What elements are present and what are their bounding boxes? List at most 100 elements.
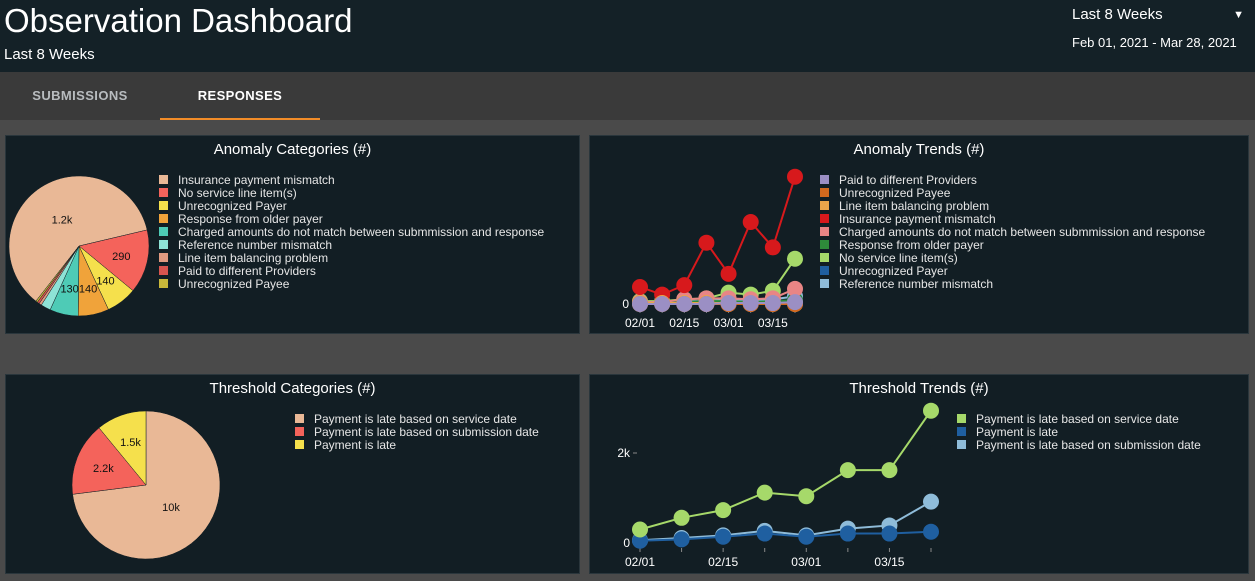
series-point (698, 296, 715, 312)
series-point (756, 525, 773, 542)
legend-swatch (820, 279, 829, 288)
series-point (676, 296, 693, 312)
legend-swatch (159, 227, 168, 236)
pie-slice-unrecognized-payee (35, 245, 80, 303)
legend-item-label: Payment is late (314, 438, 396, 452)
series-point (756, 484, 773, 501)
legend-item-label: Response from older payer (178, 212, 323, 226)
app-header: Observation Dashboard Last 8 Weeks Last … (0, 0, 1255, 72)
pie-slice-payment-is-late-based-on-submission-date (71, 427, 147, 495)
page-subtitle: Last 8 Weeks (4, 46, 95, 63)
tab-responses[interactable]: RESPONSES (160, 72, 320, 120)
legend-item-label: Response from older payer (839, 238, 984, 252)
series-point (632, 532, 648, 549)
legend-item-label: Charged amounts do not match between sub… (178, 225, 545, 239)
legend-item-label: Line item balancing problem (178, 251, 328, 265)
legend-swatch (159, 188, 168, 197)
y-tick-label: 2k (617, 446, 631, 460)
series-point (720, 295, 737, 312)
legend-item-label: Paid to different Providers (178, 264, 316, 278)
series-point (798, 488, 815, 505)
series-point (654, 296, 671, 312)
legend-item-label: Payment is late based on submission date (976, 438, 1201, 452)
pie-data-label: 140 (79, 283, 97, 295)
x-tick-label: 02/01 (625, 555, 655, 569)
y-tick-label: 0 (622, 297, 629, 311)
legend-item-label: Paid to different Providers (839, 173, 977, 187)
legend-item-label: Reference number mismatch (839, 277, 993, 291)
legend-item-label: No service line item(s) (178, 186, 297, 200)
series-point (632, 296, 648, 312)
legend-swatch (159, 201, 168, 210)
x-tick-label: 02/15 (708, 555, 738, 569)
x-tick-label: 03/15 (758, 316, 788, 330)
legend-swatch (957, 427, 966, 436)
legend-item-label: Insurance payment mismatch (839, 212, 996, 226)
series-point (787, 250, 803, 267)
x-tick-label: 02/01 (625, 316, 655, 330)
series-point (923, 523, 939, 540)
series-point (787, 280, 803, 297)
tab-bar: SUBMISSIONS RESPONSES (0, 72, 1255, 120)
x-tick-label: 03/01 (714, 316, 744, 330)
threshold-categories-panel: Threshold Categories (#) 10k 2.2k 1.5k Paym… (5, 374, 580, 574)
legend-swatch (159, 266, 168, 275)
legend-swatch (820, 175, 829, 184)
anomaly-trends-chart: 0 02/01 02/15 03/01 03/15 Paid to different P… (622, 168, 1206, 330)
tab-submissions[interactable]: SUBMISSIONS (32, 88, 128, 103)
anomaly-trends-title: Anomaly Trends (#) (853, 141, 985, 158)
legend-item-label: Unrecognized Payer (178, 199, 287, 213)
legend-swatch (159, 214, 168, 223)
threshold-trends-panel: Threshold Trends (#) 0 2k 02/01 02/15 03/01 0… (589, 374, 1249, 574)
pie-data-label: 140 (96, 275, 114, 287)
legend-item-label: Charged amounts do not match between sub… (839, 225, 1206, 239)
anomaly-categories-title: Anomaly Categories (#) (213, 141, 372, 158)
legend-swatch (159, 253, 168, 262)
threshold-trends-chart: 0 2k 02/01 02/15 03/01 03/15 Payment is late b… (617, 402, 1201, 569)
legend-swatch (820, 253, 829, 262)
legend-swatch (295, 414, 304, 423)
legend-swatch (820, 214, 829, 223)
series-point (923, 402, 939, 419)
anomaly-categories-panel: Anomaly Categories (#) 1.2k 290 140 140 130 I… (5, 135, 580, 334)
anomaly-trends-panel: Anomaly Trends (#) 0 02/01 02/15 03/01 03/15… (589, 135, 1249, 334)
legend-swatch (957, 440, 966, 449)
legend-swatch (159, 175, 168, 184)
series-point (676, 277, 693, 294)
pie-data-label: 1.5k (120, 437, 141, 449)
threshold-categories-chart: 10k 2.2k 1.5k Payment is late based on serv… (71, 410, 539, 560)
legend-swatch (820, 188, 829, 197)
date-range-text: Feb 01, 2021 - Mar 28, 2021 (1072, 35, 1237, 50)
legend-swatch (820, 201, 829, 210)
pie-data-label: 10k (162, 502, 180, 514)
series-point (673, 509, 690, 526)
legend-item-label: Unrecognized Payer (839, 264, 948, 278)
series-line-insurance-payment-mismatch (639, 176, 796, 296)
date-range-select[interactable]: Last 8 Weeks ▼ (1072, 6, 1244, 26)
legend-swatch (295, 427, 304, 436)
pie-data-label: 290 (112, 251, 130, 263)
series-point (764, 239, 781, 256)
series-point (715, 502, 732, 519)
pie-data-label: 2.2k (93, 463, 114, 475)
pie-slice-payment-is-late (98, 410, 147, 486)
series-point (742, 213, 759, 230)
page-title: Observation Dashboard (4, 2, 353, 39)
series-point (881, 462, 898, 479)
legend-swatch (159, 279, 168, 288)
threshold-trends-title: Threshold Trends (#) (849, 380, 989, 397)
legend-item-label: Reference number mismatch (178, 238, 332, 252)
x-tick-label: 03/01 (791, 555, 821, 569)
caret-down-icon: ▼ (1233, 9, 1244, 21)
legend-item-label: Insurance payment mismatch (178, 173, 335, 187)
series-point (764, 295, 781, 312)
legend-item-label: No service line item(s) (839, 251, 958, 265)
pie-slice-insurance-payment-mismatch (8, 175, 148, 302)
threshold-categories-title: Threshold Categories (#) (209, 380, 376, 397)
pie-data-label: 1.2k (52, 214, 73, 226)
y-tick-label: 0 (623, 536, 630, 550)
series-point (632, 521, 648, 538)
series-point (881, 525, 898, 542)
legend-item-label: Line item balancing problem (839, 199, 989, 213)
legend-item-label: Payment is late (976, 425, 1058, 439)
